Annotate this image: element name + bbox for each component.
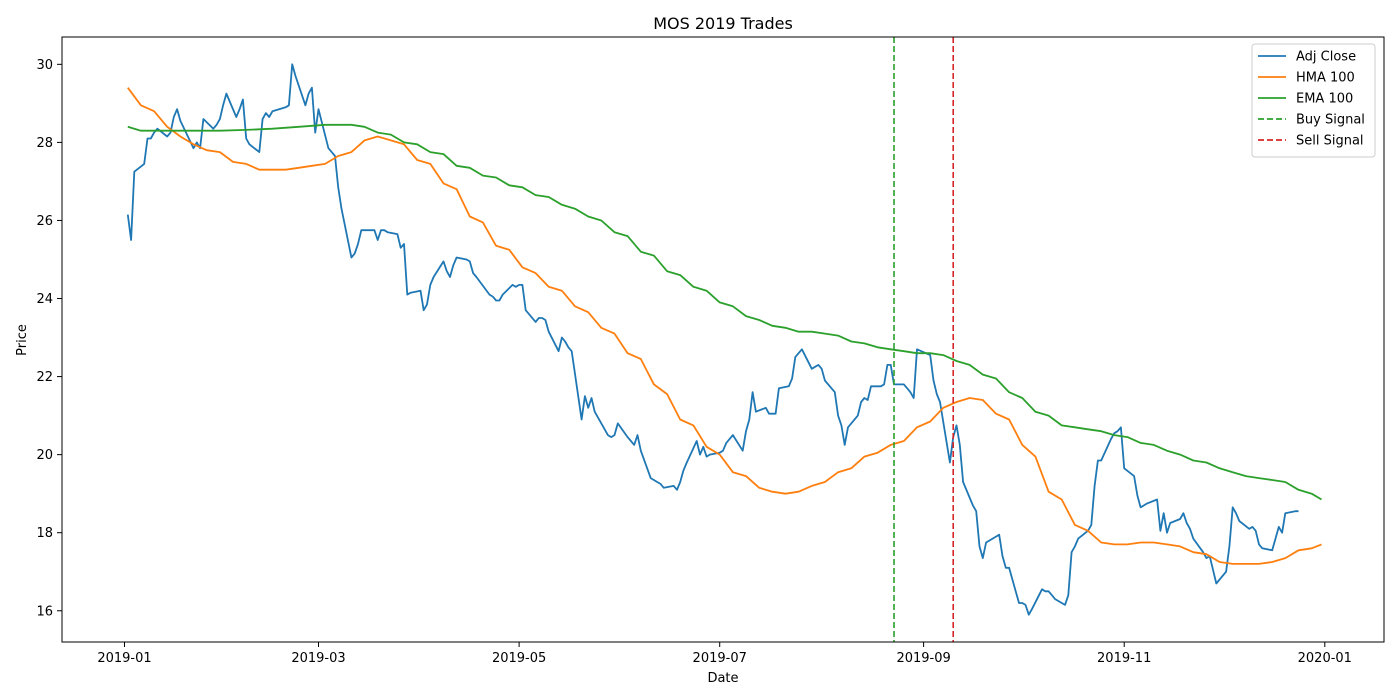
x-tick-label: 2020-01 bbox=[1298, 651, 1352, 666]
y-axis-label: Price bbox=[15, 324, 30, 356]
x-axis: 2019-01 2019-03 2019-05 2019-07 2019-09 2019-… bbox=[97, 642, 1352, 666]
series-line-adj-close bbox=[126, 63, 1299, 616]
series-line-ema-100 bbox=[127, 123, 1322, 501]
x-tick-label: 2019-09 bbox=[896, 651, 950, 666]
plot-frame bbox=[61, 36, 1385, 643]
x-tick-label: 2019-03 bbox=[291, 651, 345, 666]
y-tick-label: 20 bbox=[36, 448, 53, 463]
legend-label-adj-close: Adj Close bbox=[1296, 50, 1356, 65]
legend-label-buy-signal: Buy Signal bbox=[1296, 113, 1365, 128]
legend: Adj Close HMA 100 EMA 100 Buy Signal Sell Si… bbox=[1251, 43, 1376, 158]
legend-label-sell-signal: Sell Signal bbox=[1296, 134, 1364, 149]
plot-area bbox=[126, 37, 1322, 642]
x-tick-label: 2019-05 bbox=[492, 651, 546, 666]
legend-box bbox=[1251, 43, 1376, 158]
y-tick-label: 30 bbox=[36, 58, 53, 73]
legend-label-ema-100: EMA 100 bbox=[1296, 92, 1353, 107]
x-tick-label: 2019-01 bbox=[97, 651, 151, 666]
legend-label-hma-100: HMA 100 bbox=[1296, 71, 1355, 86]
x-tick-label: 2019-11 bbox=[1097, 651, 1151, 666]
x-axis-label: Date bbox=[707, 671, 738, 686]
y-tick-label: 28 bbox=[36, 136, 53, 151]
x-tick-label: 2019-07 bbox=[693, 651, 747, 666]
series-line-hma-100 bbox=[127, 87, 1322, 565]
y-tick-label: 22 bbox=[36, 370, 53, 385]
y-axis: 16 18 20 22 24 26 28 30 bbox=[36, 58, 62, 619]
y-tick-label: 18 bbox=[36, 526, 53, 541]
chart-title: MOS 2019 Trades bbox=[653, 14, 793, 33]
y-tick-label: 16 bbox=[36, 604, 53, 619]
y-tick-label: 24 bbox=[36, 292, 53, 307]
y-tick-label: 26 bbox=[36, 214, 53, 229]
